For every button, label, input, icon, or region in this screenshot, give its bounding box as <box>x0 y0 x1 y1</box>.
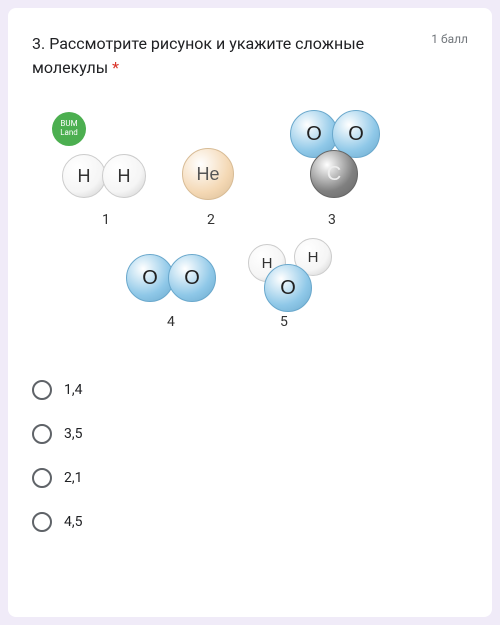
molecule-number-2: 2 <box>207 212 215 228</box>
question-number: 3. <box>32 34 45 53</box>
atom-4-1: O <box>126 254 174 302</box>
answer-options: 1,4 3,5 2,1 4,5 <box>32 368 468 544</box>
atom-label: C <box>327 163 341 186</box>
molecule-number-1: 1 <box>102 212 110 228</box>
atom-4-2: O <box>168 254 216 302</box>
molecule-number-5: 5 <box>280 314 288 330</box>
atom-label: O <box>184 267 200 290</box>
molecule-diagram: BUM LandHH1He2OOC3OO4HHO5 <box>32 104 392 344</box>
molecule-number-3: 3 <box>328 212 336 228</box>
atom-1-1: H <box>62 154 106 198</box>
question-body: Рассмотрите рисунок и укажите сложные мо… <box>32 34 364 77</box>
atom-label: O <box>280 277 296 300</box>
option-2[interactable]: 3,5 <box>32 412 468 456</box>
option-4[interactable]: 4,5 <box>32 500 468 544</box>
radio-icon <box>32 424 52 444</box>
atom-5-3: O <box>264 264 312 312</box>
question-header: 3. Рассмотрите рисунок и укажите сложные… <box>32 32 468 80</box>
atom-1-2: H <box>102 154 146 198</box>
option-label: 1,4 <box>64 382 83 398</box>
option-label: 3,5 <box>64 426 83 442</box>
radio-icon <box>32 512 52 532</box>
atom-3-3: C <box>310 150 358 198</box>
question-text: 3. Рассмотрите рисунок и укажите сложные… <box>32 32 431 80</box>
atom-label: H <box>308 249 319 266</box>
atom-label: He <box>196 164 219 185</box>
atom-label: O <box>306 123 322 146</box>
option-3[interactable]: 2,1 <box>32 456 468 500</box>
option-label: 2,1 <box>64 470 83 486</box>
molecule-number-4: 4 <box>167 314 175 330</box>
atom-label: O <box>142 267 158 290</box>
atom-label: H <box>262 255 273 272</box>
radio-icon <box>32 468 52 488</box>
option-label: 4,5 <box>64 514 83 530</box>
option-1[interactable]: 1,4 <box>32 368 468 412</box>
required-asterisk: * <box>112 58 119 77</box>
atom-label: O <box>348 123 364 146</box>
points-label: 1 балл <box>431 32 468 46</box>
radio-icon <box>32 380 52 400</box>
atom-label: H <box>78 166 91 187</box>
atom-label: H <box>118 166 131 187</box>
atom-2-1: He <box>182 148 234 200</box>
brand-badge: BUM Land <box>52 112 86 146</box>
question-card: 3. Рассмотрите рисунок и укажите сложные… <box>8 8 492 617</box>
